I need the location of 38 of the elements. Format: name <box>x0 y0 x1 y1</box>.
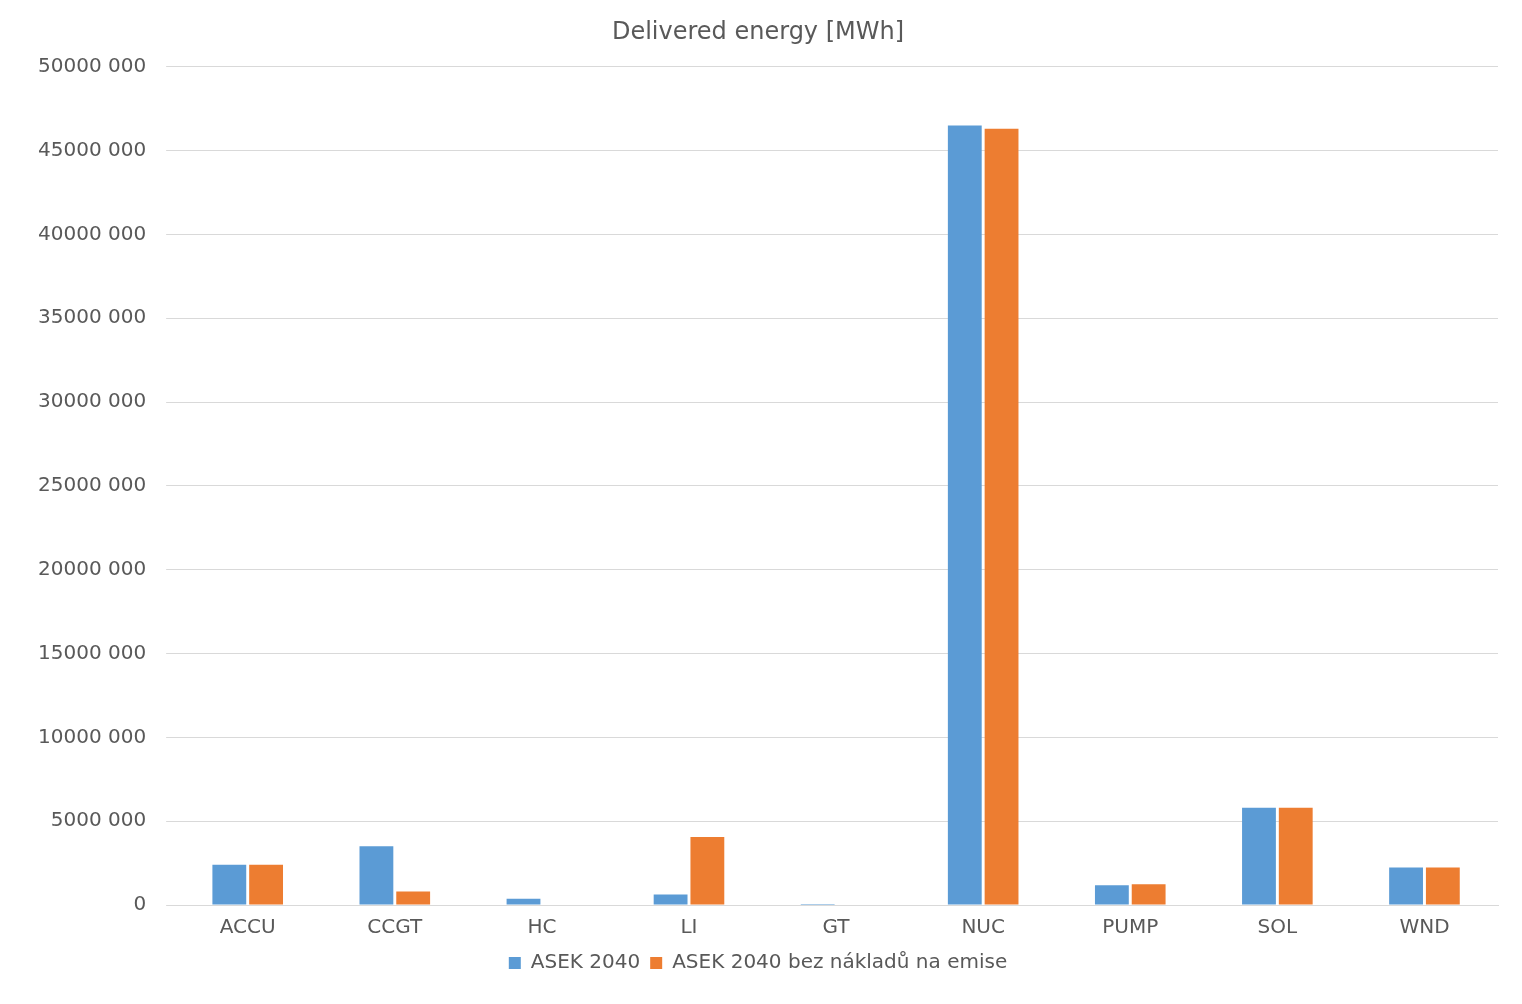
bar <box>984 128 1019 905</box>
bar <box>506 898 541 905</box>
x-tick-label: LI <box>680 914 698 939</box>
x-tick-label: ACCU <box>219 914 276 939</box>
legend-label: ASEK 2040 bez nákladů na emise <box>672 949 1008 974</box>
x-tick-label: NUC <box>961 914 1005 939</box>
x-tick-label: HC <box>527 914 557 939</box>
bar <box>1131 884 1166 905</box>
y-tick-label: 25000 000 <box>38 472 147 497</box>
y-tick-label: 5000 000 <box>50 807 147 832</box>
bar <box>1094 885 1129 905</box>
x-tick-label: SOL <box>1257 914 1298 939</box>
bar <box>1425 867 1460 905</box>
bar <box>1278 807 1313 905</box>
bar <box>653 894 688 905</box>
x-tick-label: PUMP <box>1102 914 1159 939</box>
bar <box>947 125 982 905</box>
y-tick-label: 35000 000 <box>38 304 147 329</box>
bar <box>212 864 247 905</box>
y-tick-label: 45000 000 <box>38 136 147 161</box>
y-tick-label: 30000 000 <box>38 388 147 413</box>
y-tick-label: 10000 000 <box>38 723 147 748</box>
bar <box>1389 867 1423 905</box>
bar <box>396 891 431 905</box>
x-tick-label: GT <box>822 914 851 939</box>
bar <box>359 846 394 905</box>
chart-title: Delivered energy [MWh] <box>611 16 905 45</box>
y-tick-label: 50000 000 <box>38 53 147 77</box>
bar <box>690 837 725 905</box>
bar <box>249 864 283 905</box>
y-tick-label: 40000 000 <box>38 220 147 245</box>
bar <box>1242 807 1276 905</box>
x-tick-label: CCGT <box>367 914 424 939</box>
y-tick-label: 0 <box>133 891 147 916</box>
x-tick-label: WND <box>1399 914 1450 939</box>
y-tick-label: 15000 000 <box>38 639 147 664</box>
y-tick-label: 20000 000 <box>38 555 147 580</box>
legend-label: ASEK 2040 <box>530 949 641 974</box>
